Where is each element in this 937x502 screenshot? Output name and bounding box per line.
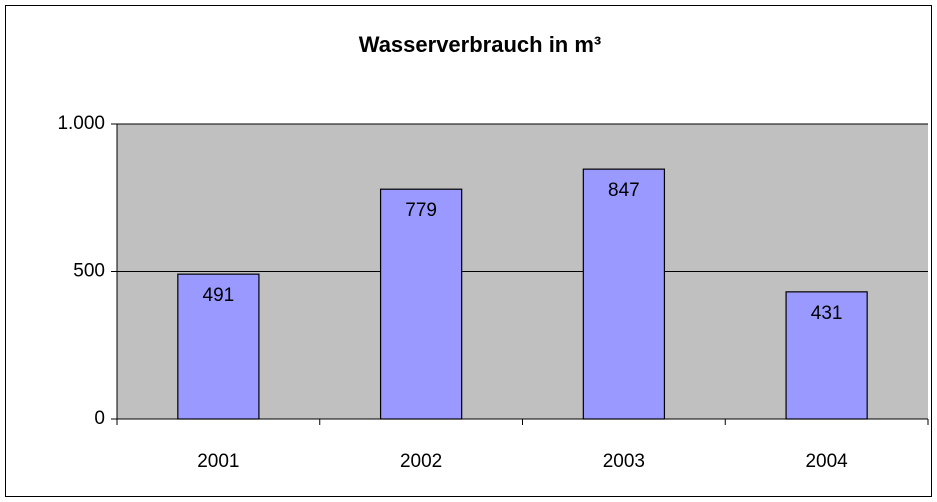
y-tick-label: 0 [94,408,105,429]
bar [177,273,260,420]
data-label: 847 [608,180,640,201]
bar [785,291,868,420]
bar [379,188,463,420]
data-label: 491 [203,285,235,306]
data-label: 431 [811,303,843,324]
y-tick-label: 500 [73,261,105,282]
x-tick-label: 2004 [805,451,848,472]
y-tick-label: 1.000 [57,113,105,134]
x-tick-label: 2003 [603,451,645,472]
x-tick-label: 2002 [400,451,442,472]
x-tick-label: 2001 [197,451,239,472]
data-label: 779 [405,200,437,221]
chart-title: Wasserverbrauch in m³ [359,32,602,57]
bar [582,168,666,420]
